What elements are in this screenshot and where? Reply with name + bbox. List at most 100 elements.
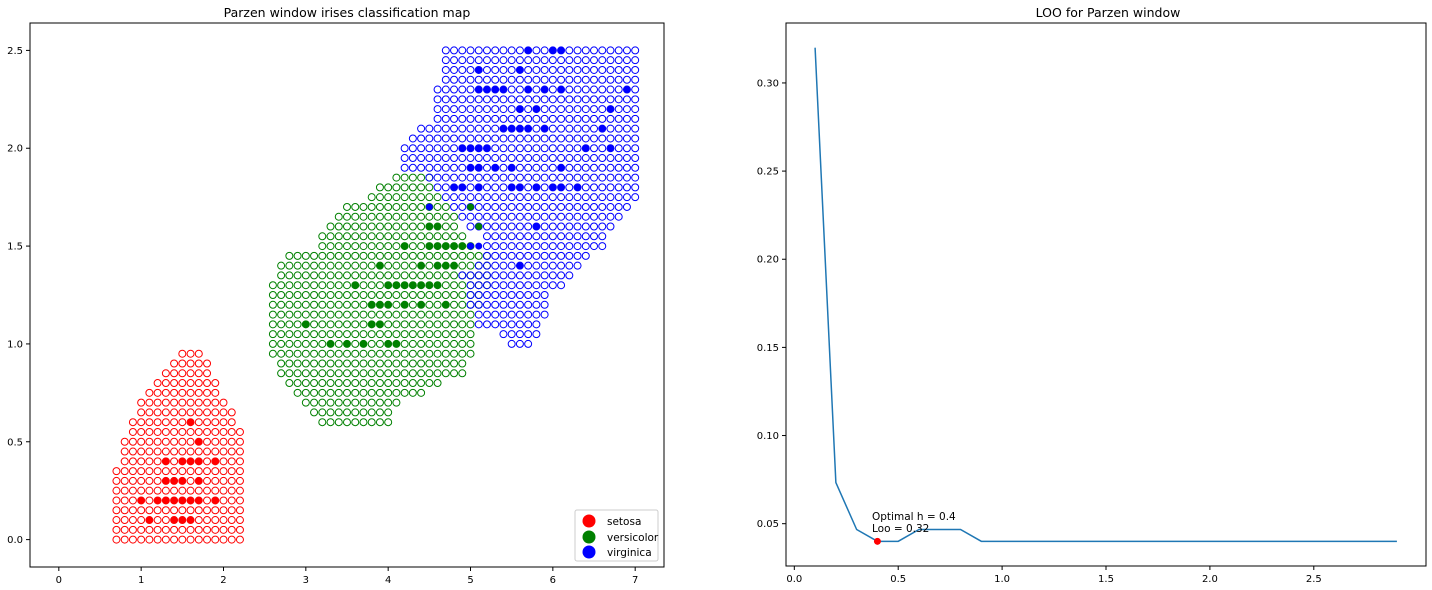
map-point-versicolor — [368, 340, 375, 347]
map-point-versicolor — [376, 331, 383, 338]
map-point-virginica — [525, 340, 532, 347]
map-point-virginica — [541, 252, 548, 259]
map-point-virginica — [558, 66, 565, 73]
map-point-versicolor — [335, 243, 342, 250]
map-point-virginica — [623, 174, 630, 181]
map-point-versicolor — [426, 331, 433, 338]
map-point-versicolor — [368, 243, 375, 250]
map-point-virginica — [442, 155, 449, 162]
sample-point-virginica — [550, 184, 556, 190]
map-point-virginica — [525, 203, 532, 210]
map-point-virginica — [574, 86, 581, 93]
map-point-virginica — [500, 47, 507, 54]
map-point-versicolor — [451, 282, 458, 289]
map-point-versicolor — [352, 389, 359, 396]
map-point-versicolor — [327, 292, 334, 299]
map-point-setosa — [204, 497, 211, 504]
map-point-virginica — [508, 243, 515, 250]
map-point-virginica — [574, 125, 581, 132]
map-point-versicolor — [393, 252, 400, 259]
map-point-setosa — [179, 380, 186, 387]
map-point-virginica — [533, 262, 540, 269]
map-point-virginica — [483, 213, 490, 220]
map-point-virginica — [582, 66, 589, 73]
map-point-virginica — [500, 96, 507, 103]
map-point-virginica — [483, 262, 490, 269]
map-point-virginica — [492, 282, 499, 289]
map-point-versicolor — [385, 380, 392, 387]
map-point-versicolor — [327, 223, 334, 230]
map-point-virginica — [607, 194, 614, 201]
map-point-virginica — [632, 145, 639, 152]
map-point-versicolor — [368, 272, 375, 279]
y-tick-label: 1.0 — [7, 339, 23, 350]
map-point-versicolor — [393, 272, 400, 279]
legend-marker-virginica — [583, 546, 596, 559]
annotation-optimal-h: Optimal h = 0.4 — [872, 511, 956, 523]
map-point-versicolor — [302, 399, 309, 406]
map-point-virginica — [591, 233, 598, 240]
map-point-virginica — [442, 115, 449, 122]
map-point-versicolor — [385, 243, 392, 250]
map-point-setosa — [171, 380, 178, 387]
map-point-versicolor — [368, 350, 375, 357]
map-point-virginica — [492, 203, 499, 210]
map-point-versicolor — [327, 252, 334, 259]
map-point-versicolor — [451, 301, 458, 308]
map-point-virginica — [500, 223, 507, 230]
map-point-virginica — [607, 155, 614, 162]
map-point-virginica — [500, 174, 507, 181]
sample-point-virginica — [459, 184, 465, 190]
map-point-setosa — [171, 428, 178, 435]
map-point-virginica — [615, 115, 622, 122]
map-point-versicolor — [393, 262, 400, 269]
map-point-virginica — [574, 115, 581, 122]
map-point-setosa — [212, 468, 219, 475]
map-point-setosa — [212, 536, 219, 543]
sample-point-versicolor — [385, 341, 391, 347]
map-point-versicolor — [360, 301, 367, 308]
map-point-virginica — [525, 262, 532, 269]
map-point-virginica — [541, 282, 548, 289]
map-point-versicolor — [368, 292, 375, 299]
map-point-setosa — [138, 487, 145, 494]
map-point-virginica — [541, 194, 548, 201]
y-tick-label: 0.20 — [757, 255, 779, 266]
map-point-setosa — [113, 477, 120, 484]
map-point-versicolor — [442, 272, 449, 279]
map-point-virginica — [566, 115, 573, 122]
map-point-virginica — [459, 57, 466, 64]
sample-point-setosa — [154, 497, 160, 503]
map-point-virginica — [459, 164, 466, 171]
map-point-virginica — [632, 86, 639, 93]
map-point-virginica — [623, 106, 630, 113]
map-point-versicolor — [385, 331, 392, 338]
map-point-virginica — [500, 311, 507, 318]
map-point-virginica — [492, 155, 499, 162]
map-point-versicolor — [376, 409, 383, 416]
map-point-virginica — [558, 282, 565, 289]
map-point-setosa — [129, 438, 136, 445]
map-point-virginica — [525, 76, 532, 83]
map-point-setosa — [154, 419, 161, 426]
map-point-versicolor — [409, 233, 416, 240]
y-tick-label: 2.0 — [7, 144, 23, 155]
map-point-versicolor — [269, 292, 276, 299]
y-tick-label: 0.25 — [757, 167, 779, 178]
map-point-setosa — [195, 409, 202, 416]
map-point-virginica — [492, 311, 499, 318]
map-point-versicolor — [319, 331, 326, 338]
map-point-virginica — [500, 301, 507, 308]
map-point-setosa — [228, 448, 235, 455]
map-point-versicolor — [401, 360, 408, 367]
map-point-setosa — [220, 428, 227, 435]
map-point-virginica — [475, 174, 482, 181]
map-point-virginica — [426, 174, 433, 181]
map-point-versicolor — [352, 223, 359, 230]
map-point-virginica — [434, 135, 441, 142]
map-point-virginica — [459, 47, 466, 54]
map-point-versicolor — [409, 350, 416, 357]
map-point-setosa — [154, 438, 161, 445]
map-point-virginica — [467, 57, 474, 64]
map-point-virginica — [508, 252, 515, 259]
